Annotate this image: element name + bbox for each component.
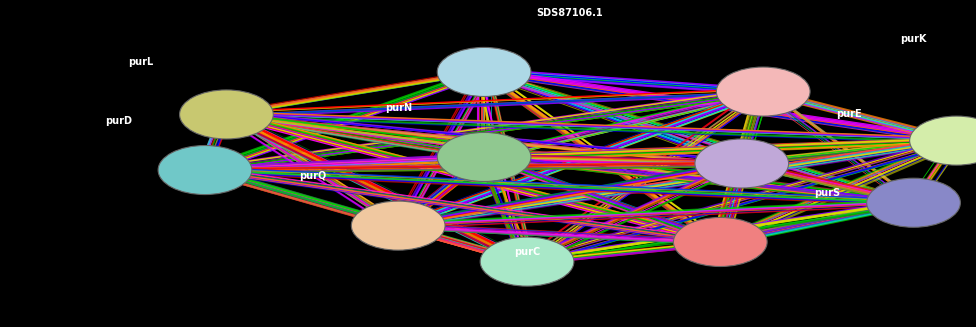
Ellipse shape	[716, 67, 810, 116]
Text: purD: purD	[105, 116, 133, 126]
Text: purE: purE	[836, 109, 862, 119]
Text: purC: purC	[514, 247, 540, 257]
Ellipse shape	[437, 47, 531, 96]
Text: purK: purK	[900, 34, 927, 44]
Ellipse shape	[480, 237, 574, 286]
Ellipse shape	[437, 132, 531, 181]
Text: purL: purL	[128, 57, 153, 67]
Text: purN: purN	[385, 103, 412, 113]
Text: purQ: purQ	[299, 171, 326, 181]
Ellipse shape	[351, 201, 445, 250]
Ellipse shape	[910, 116, 976, 165]
Ellipse shape	[695, 139, 789, 188]
Ellipse shape	[180, 90, 273, 139]
Text: purS: purS	[815, 188, 840, 198]
Ellipse shape	[673, 217, 767, 267]
Ellipse shape	[867, 178, 960, 227]
Ellipse shape	[158, 146, 252, 195]
Text: SDS87106.1: SDS87106.1	[537, 8, 603, 18]
